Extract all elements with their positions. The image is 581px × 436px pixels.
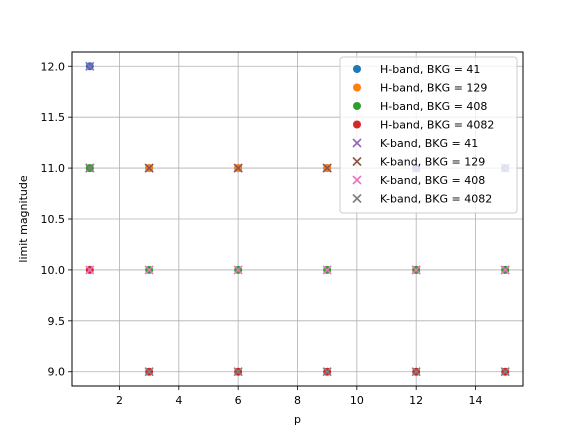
x-tick-label: 4 bbox=[175, 394, 182, 407]
legend-label: H-band, BKG = 41 bbox=[380, 63, 480, 76]
axis-ticks: 2 4 6 8 10 12 14 9.0 9.5 10.0 10.5 11.0 11.5 12.0 bbox=[41, 60, 483, 407]
data-point-x bbox=[144, 163, 154, 173]
legend-item: H-band, BKG = 129 bbox=[353, 82, 487, 95]
y-tick-label: 12.0 bbox=[41, 60, 66, 73]
data-point-x bbox=[85, 265, 95, 275]
data-point-x bbox=[322, 163, 332, 173]
legend-item: H-band, BKG = 4082 bbox=[353, 119, 494, 132]
y-tick-label: 9.5 bbox=[48, 315, 66, 328]
series-6 bbox=[85, 265, 510, 275]
x-tick-label: 6 bbox=[235, 394, 242, 407]
x-tick-label: 14 bbox=[469, 394, 483, 407]
x-tick-label: 12 bbox=[409, 394, 423, 407]
legend-marker bbox=[353, 65, 361, 73]
legend-marker bbox=[352, 138, 362, 148]
legend-marker bbox=[353, 120, 361, 129]
legend-label: K-band, BKG = 4082 bbox=[380, 193, 492, 206]
legend-item: K-band, BKG = 129 bbox=[352, 156, 485, 169]
series-7 bbox=[85, 163, 510, 377]
data-point-x bbox=[500, 367, 510, 377]
legend-label: H-band, BKG = 408 bbox=[380, 100, 487, 113]
data-point-x bbox=[233, 367, 243, 377]
legend-item: H-band, BKG = 408 bbox=[353, 100, 487, 113]
y-tick-label: 10.0 bbox=[41, 264, 66, 277]
legend-label: K-band, BKG = 41 bbox=[380, 137, 478, 150]
legend-item: K-band, BKG = 41 bbox=[352, 137, 478, 150]
legend-label: H-band, BKG = 129 bbox=[380, 82, 487, 95]
data-point-x bbox=[322, 367, 332, 377]
data-point-x bbox=[500, 265, 510, 275]
legend-label: K-band, BKG = 129 bbox=[380, 156, 485, 169]
legend-marker bbox=[353, 83, 361, 92]
legend-item: H-band, BKG = 41 bbox=[353, 63, 480, 76]
data-point-x bbox=[322, 265, 332, 275]
x-tick-label: 8 bbox=[294, 394, 301, 407]
x-tick-label: 10 bbox=[350, 394, 364, 407]
legend-marker bbox=[352, 156, 362, 167]
y-axis-label: limit magnitude bbox=[17, 175, 30, 262]
legend: H-band, BKG = 41 H-band, BKG = 129 H-band,… bbox=[339, 56, 518, 214]
data-point-x bbox=[233, 163, 243, 173]
data-point-x bbox=[144, 265, 154, 275]
data-point-x bbox=[144, 367, 154, 377]
legend-marker bbox=[353, 102, 361, 110]
y-tick-label: 9.0 bbox=[48, 366, 66, 379]
legend-item: K-band, BKG = 4082 bbox=[352, 193, 492, 206]
data-point-x bbox=[85, 163, 95, 173]
y-tick-label: 11.0 bbox=[41, 162, 66, 175]
data-point-x bbox=[411, 367, 421, 377]
legend-box bbox=[339, 56, 518, 214]
data-point-x bbox=[233, 265, 243, 275]
y-tick-label: 11.5 bbox=[41, 111, 66, 124]
x-axis-label: p bbox=[294, 413, 301, 426]
legend-marker bbox=[352, 193, 362, 204]
y-tick-label: 10.5 bbox=[41, 213, 66, 226]
x-tick-label: 2 bbox=[116, 394, 123, 407]
legend-marker bbox=[352, 175, 362, 185]
data-point-x bbox=[411, 265, 421, 275]
legend-item: K-band, BKG = 408 bbox=[352, 174, 485, 187]
data-point-x bbox=[85, 61, 95, 71]
legend-label: H-band, BKG = 4082 bbox=[380, 119, 494, 132]
legend-label: K-band, BKG = 408 bbox=[380, 174, 485, 187]
